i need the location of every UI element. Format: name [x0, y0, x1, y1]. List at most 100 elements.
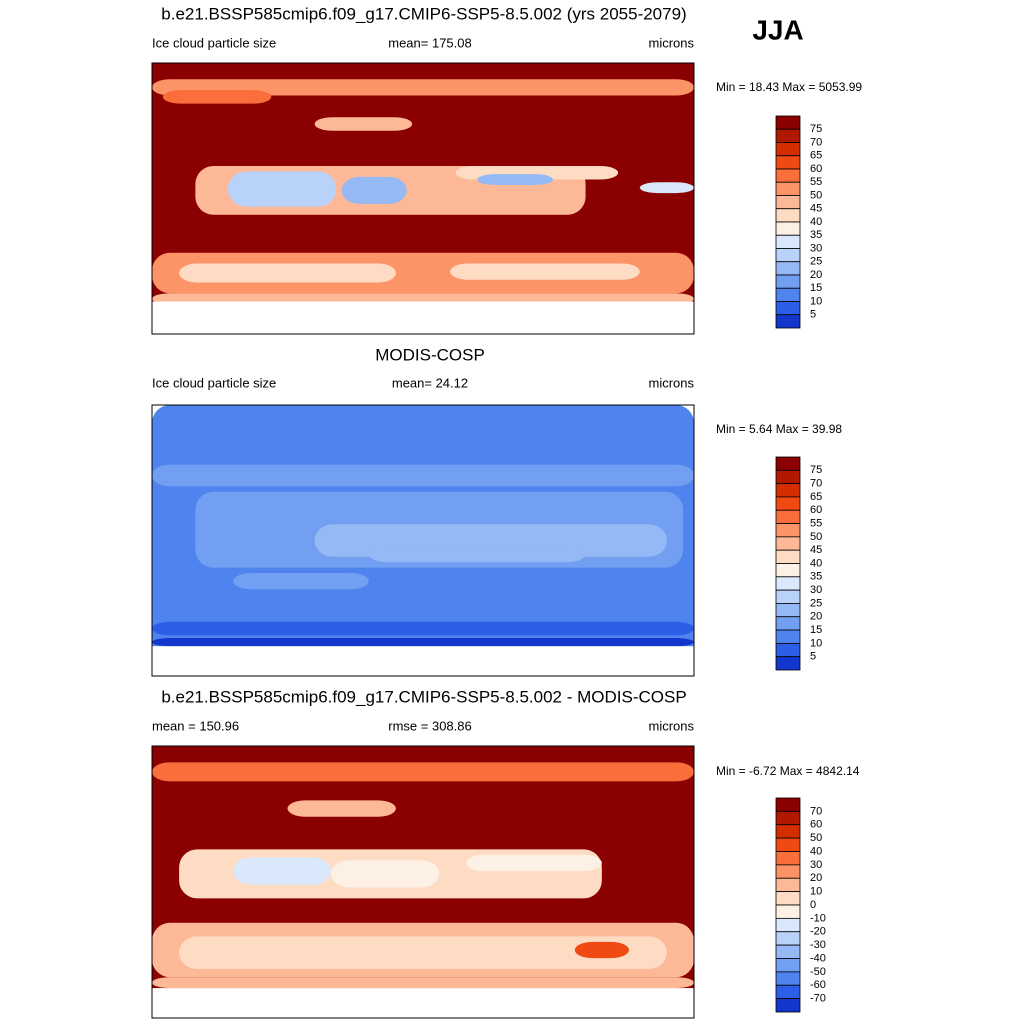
colorbar-label: 75	[810, 464, 822, 476]
map-region	[152, 252, 694, 294]
colorbar-box	[775, 301, 801, 316]
colorbar-label: 30	[810, 242, 822, 254]
left-label: Ice cloud particle size	[152, 35, 276, 50]
colorbar-box	[775, 656, 801, 671]
map-region	[574, 941, 629, 959]
colorbar-box	[775, 168, 801, 183]
colorbar-box	[775, 864, 801, 879]
colorbar-label: -40	[810, 952, 826, 964]
colorbar-box	[775, 931, 801, 946]
colorbar-box	[775, 563, 801, 578]
units-label: microns	[648, 718, 694, 733]
map-region	[233, 573, 369, 590]
colorbar-box	[775, 274, 801, 289]
colorbar-label: -70	[810, 993, 826, 1005]
colorbar-box	[775, 917, 801, 933]
colorbar-box	[775, 195, 801, 210]
colorbar-label: 70	[810, 805, 822, 817]
colorbar-box	[775, 248, 801, 263]
colorbar-label: 50	[810, 531, 822, 543]
map-region	[287, 800, 396, 817]
colorbar-label: 10	[810, 886, 822, 898]
colorbar-box	[775, 181, 801, 196]
colorbar-box	[775, 589, 801, 604]
colorbar-box	[775, 877, 801, 893]
map	[151, 62, 695, 335]
colorbar-box	[775, 891, 801, 906]
colorbar-label: 50	[810, 832, 822, 844]
colorbar-box	[775, 483, 801, 498]
colorbar-label: 70	[810, 478, 822, 490]
colorbar-box	[775, 824, 801, 839]
colorbar-label: 0	[810, 899, 816, 911]
map-region	[152, 79, 694, 96]
map-region	[639, 182, 694, 194]
map-region	[450, 263, 640, 280]
map-region	[152, 301, 694, 334]
colorbar-label: 40	[810, 216, 822, 228]
colorbar-label: 55	[810, 517, 822, 529]
panel-title: MODIS-COSP	[375, 345, 485, 364]
colorbar-box	[775, 287, 801, 302]
map-region	[233, 857, 331, 885]
colorbar-label: -60	[810, 979, 826, 991]
map-region	[152, 464, 694, 487]
map-region	[368, 545, 586, 563]
map-region	[152, 638, 694, 647]
map-region	[152, 621, 694, 636]
colorbar-box	[775, 810, 801, 826]
map-region	[179, 936, 667, 970]
colorbar-label: 60	[810, 163, 822, 175]
colorbar-label: -20	[810, 926, 826, 938]
colorbar-label: -30	[810, 939, 826, 951]
colorbar-label: 75	[810, 123, 822, 135]
colorbar-box	[775, 603, 801, 618]
colorbar-box	[775, 208, 801, 223]
colorbar-label: 10	[810, 637, 822, 649]
center-label: rmse = 308.86	[388, 718, 471, 733]
map-region	[152, 762, 694, 782]
colorbar-box	[775, 469, 801, 485]
colorbar-label: 55	[810, 176, 822, 188]
map-region	[152, 646, 694, 676]
map-region	[179, 263, 396, 283]
colorbar-box	[775, 523, 801, 538]
colorbar-box	[775, 576, 801, 591]
colorbar-label: 30	[810, 859, 822, 871]
map-region	[341, 176, 407, 204]
panel-title: b.e21.BSSP585cmip6.f09_g17.CMIP6-SSP5-8.…	[161, 687, 686, 706]
colorbar-box	[775, 904, 801, 919]
colorbar-box	[775, 234, 801, 249]
colorbar-label: 30	[810, 584, 822, 596]
colorbar-label: 25	[810, 256, 822, 268]
colorbar-label: 5	[810, 309, 816, 321]
colorbar-label: -50	[810, 966, 826, 978]
left-label: mean = 150.96	[152, 718, 239, 733]
colorbar-label: 10	[810, 295, 822, 307]
season-label: JJA	[752, 14, 803, 45]
colorbar-label: 65	[810, 491, 822, 503]
colorbar-box	[775, 221, 801, 236]
units-label: microns	[648, 375, 694, 390]
colorbar-label: 60	[810, 504, 822, 516]
map-region	[152, 977, 694, 989]
colorbar-box	[775, 629, 801, 644]
colorbar-box	[775, 314, 801, 329]
map-region	[162, 90, 272, 104]
colorbar-box	[775, 998, 801, 1013]
colorbar-label: 40	[810, 845, 822, 857]
center-label: mean= 175.08	[388, 35, 471, 50]
colorbar-label: 35	[810, 571, 822, 583]
colorbar-label: 45	[810, 203, 822, 215]
colorbar-box	[775, 115, 801, 130]
min-max-label: Min = 18.43 Max = 5053.99	[716, 80, 862, 94]
map-region	[152, 988, 694, 1018]
colorbar-box	[775, 155, 801, 170]
map-frame	[151, 745, 695, 1019]
colorbar-box	[775, 261, 801, 276]
colorbar-label: 65	[810, 150, 822, 162]
colorbar-label: 20	[810, 872, 822, 884]
map-frame	[151, 62, 695, 335]
